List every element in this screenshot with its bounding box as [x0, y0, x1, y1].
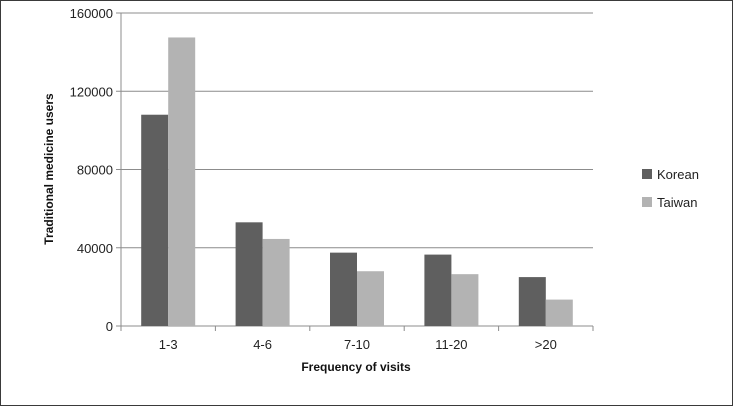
y-tick-label: 0	[106, 319, 113, 334]
gridlines	[116, 12, 593, 327]
y-tick-label: 80000	[77, 163, 113, 178]
bar-korean-4	[518, 277, 546, 326]
bar-korean-2	[330, 252, 357, 326]
x-tick-label: >20	[535, 337, 557, 352]
bar-taiwan-4	[545, 299, 573, 326]
legend-label-korean: Korean	[657, 167, 699, 182]
bar-korean-1	[235, 222, 263, 326]
x-tick-label: 4-6	[253, 337, 272, 352]
y-axis-title: Traditional medicine users	[42, 93, 56, 245]
x-tick-label: 11-20	[435, 337, 467, 352]
y-tick-label: 160000	[70, 6, 113, 21]
bar-taiwan-3	[451, 274, 479, 326]
bar-korean-0	[141, 114, 169, 326]
y-tick-label: 120000	[70, 84, 113, 99]
y-tick-label: 40000	[77, 241, 113, 256]
bars	[141, 37, 573, 326]
x-tick-labels: 1-3 4-6 7-10 11-20 >20	[159, 337, 557, 352]
legend-swatch-korean	[642, 169, 652, 179]
x-axis-title: Frequency of visits	[301, 360, 411, 374]
legend-label-taiwan: Taiwan	[657, 195, 697, 210]
bar-taiwan-2	[357, 271, 384, 326]
y-tick-labels: 0 40000 80000 120000 160000	[70, 6, 113, 334]
bar-taiwan-0	[168, 37, 196, 326]
legend-swatch-taiwan	[642, 197, 652, 207]
bar-taiwan-1	[262, 238, 290, 326]
bar-korean-3	[424, 254, 452, 326]
x-tick-label: 1-3	[159, 337, 178, 352]
legend: Korean Taiwan	[642, 167, 699, 210]
x-tick-label: 7-10	[344, 337, 370, 352]
